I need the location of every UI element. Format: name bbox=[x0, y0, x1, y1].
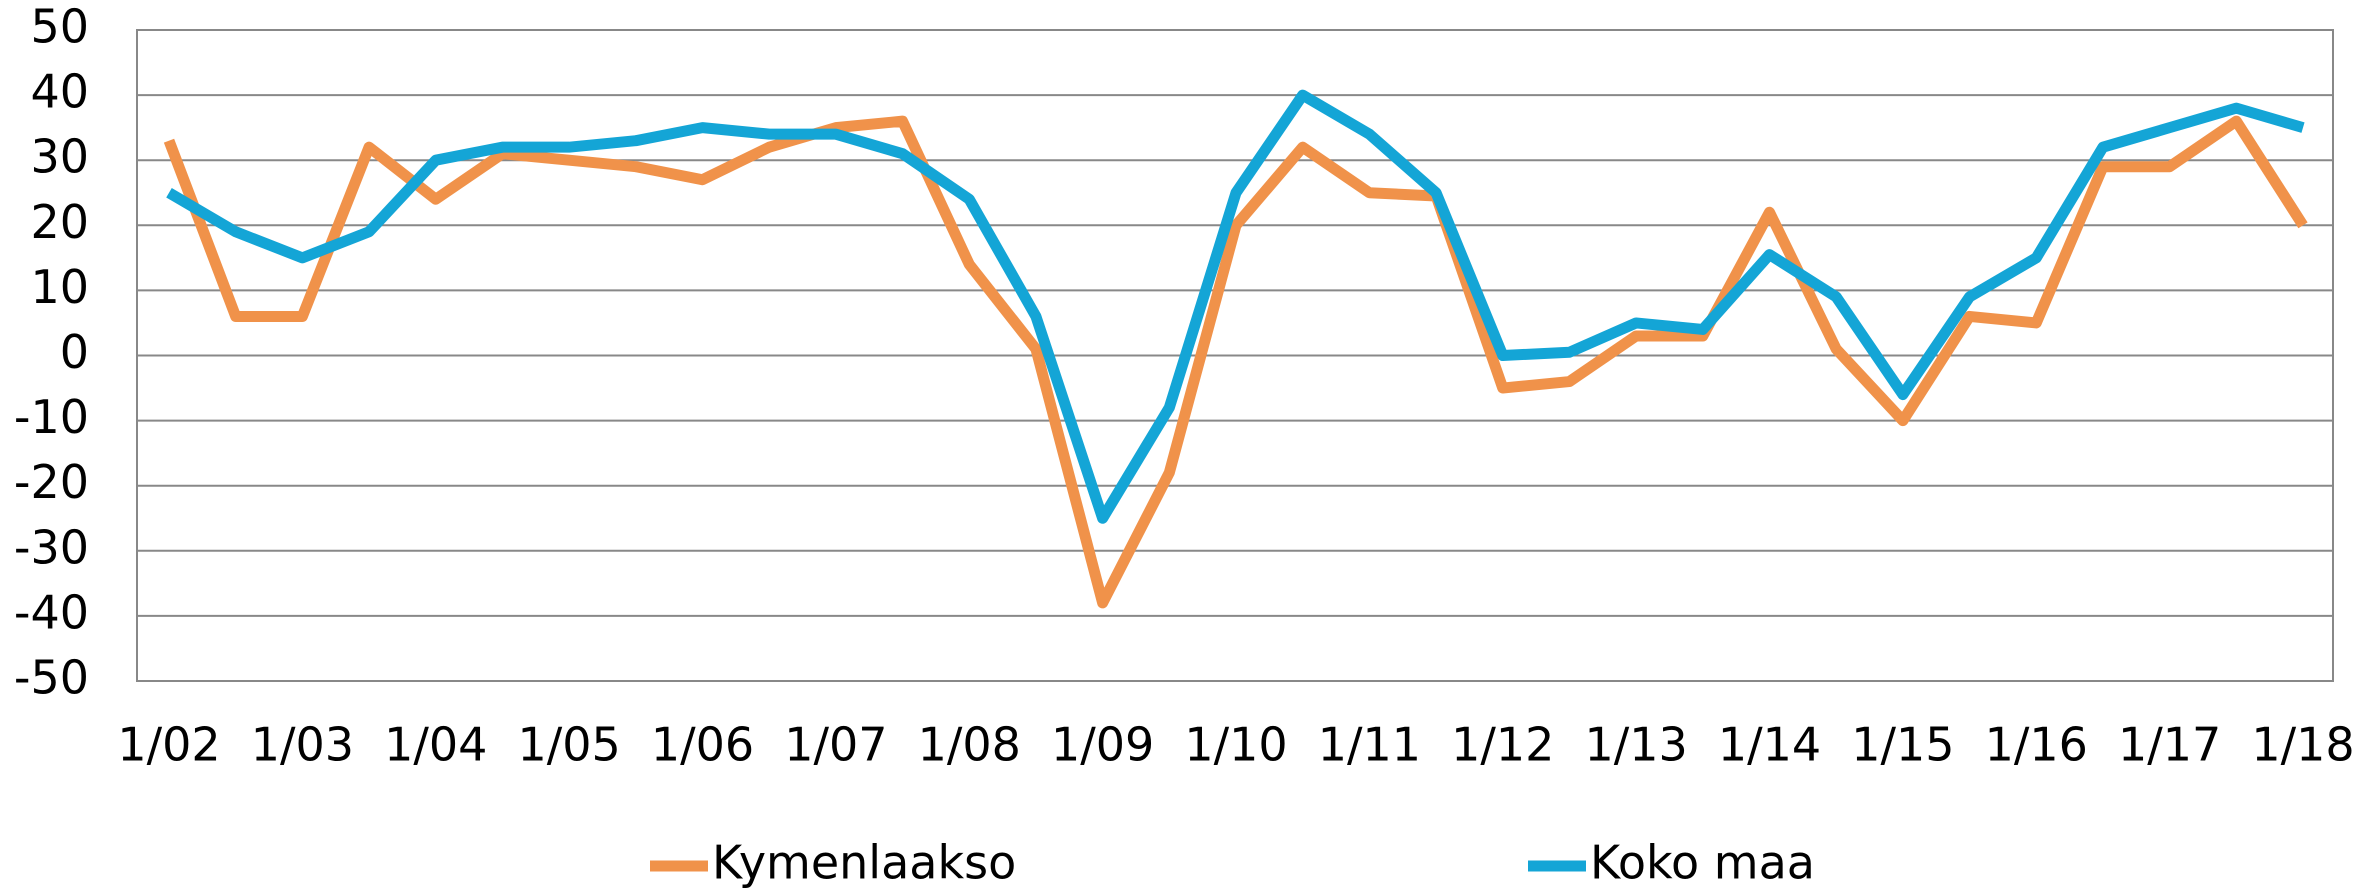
x-tick-label: 1/15 bbox=[1851, 718, 1954, 772]
y-tick-label: 10 bbox=[30, 260, 89, 314]
y-tick-label: -40 bbox=[14, 585, 89, 639]
x-tick-label: 1/06 bbox=[651, 718, 754, 772]
y-tick-label: 20 bbox=[30, 195, 89, 249]
y-tick-label: 50 bbox=[30, 0, 89, 54]
x-tick-label: 1/16 bbox=[1985, 718, 2088, 772]
x-tick-label: 1/17 bbox=[2118, 718, 2221, 772]
x-tick-label: 1/18 bbox=[2251, 718, 2354, 772]
x-tick-label: 1/12 bbox=[1451, 718, 1554, 772]
x-tick-label: 1/08 bbox=[918, 718, 1021, 772]
x-tick-label: 1/03 bbox=[251, 718, 354, 772]
x-tick-label: 1/13 bbox=[1584, 718, 1687, 772]
y-tick-label: -20 bbox=[14, 455, 89, 509]
y-tick-label: 30 bbox=[30, 130, 89, 184]
y-tick-label: -30 bbox=[14, 520, 89, 574]
x-tick-label: 1/04 bbox=[384, 718, 487, 772]
y-tick-label: -50 bbox=[14, 651, 89, 705]
legend-label: Koko maa bbox=[1590, 836, 1815, 890]
x-tick-label: 1/07 bbox=[784, 718, 887, 772]
legend-label: Kymenlaakso bbox=[712, 836, 1016, 890]
y-tick-label: -10 bbox=[14, 390, 89, 444]
x-tick-label: 1/05 bbox=[517, 718, 620, 772]
x-tick-label: 1/11 bbox=[1318, 718, 1421, 772]
x-tick-label: 1/14 bbox=[1718, 718, 1821, 772]
x-tick-label: 1/10 bbox=[1184, 718, 1287, 772]
series-line bbox=[163, 115, 2308, 609]
x-tick-label: 1/02 bbox=[117, 718, 220, 772]
x-tick-label: 1/09 bbox=[1051, 718, 1154, 772]
series-line bbox=[166, 89, 2305, 524]
y-tick-label: 40 bbox=[30, 65, 89, 119]
y-tick-label: 0 bbox=[60, 325, 89, 379]
